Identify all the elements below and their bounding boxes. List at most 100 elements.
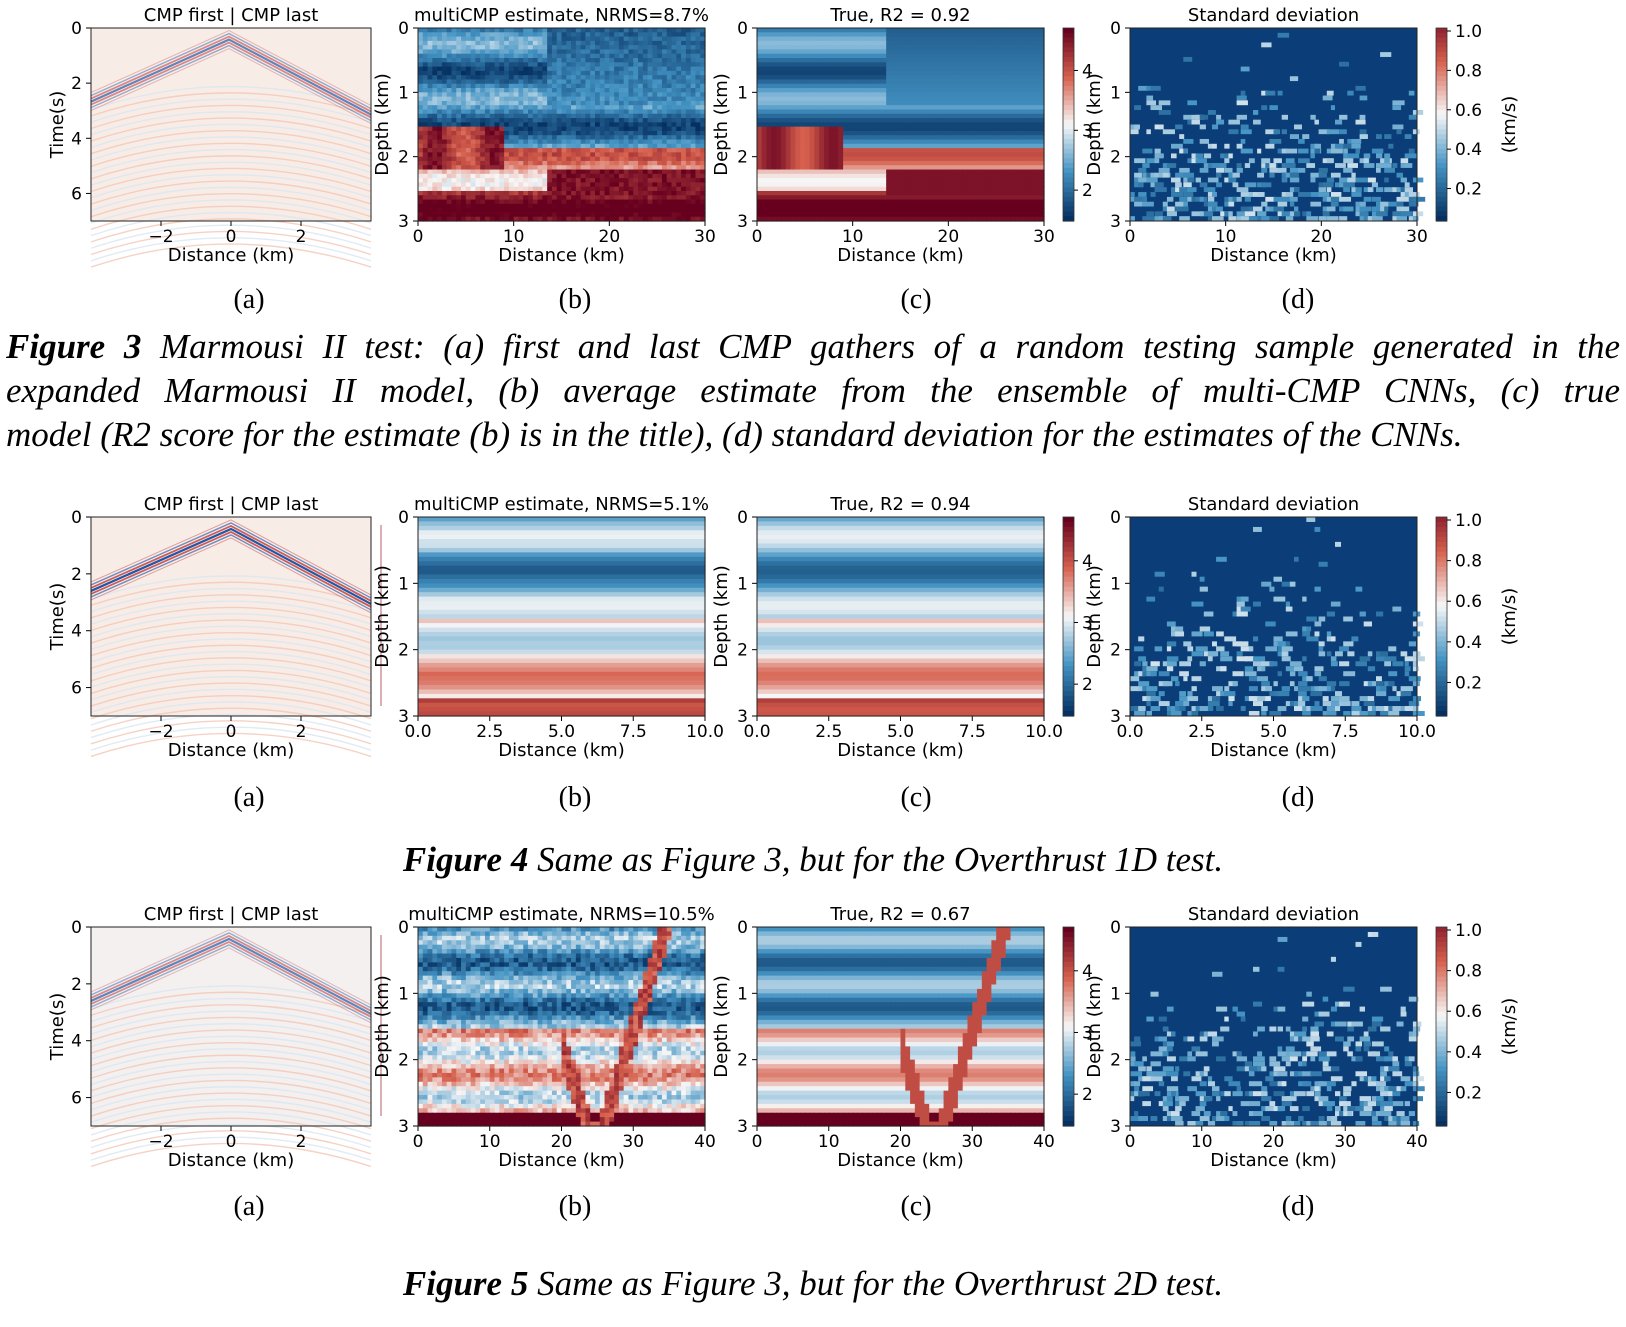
velocity-cell — [900, 139, 906, 145]
velocity-cell — [599, 199, 606, 205]
velocity-cell — [1000, 109, 1007, 115]
velocity-cell — [890, 49, 897, 55]
velocity-cell — [470, 58, 476, 63]
velocity-cell — [1029, 165, 1036, 171]
velocity-cell — [418, 53, 424, 59]
velocity-cell — [418, 40, 424, 46]
velocity-cell — [991, 88, 997, 93]
velocity-cell — [422, 203, 429, 209]
velocity-cell — [494, 92, 500, 98]
velocity-cell — [475, 40, 481, 46]
velocity-cell — [757, 88, 763, 93]
velocity-cell — [852, 53, 859, 59]
velocity-cell — [895, 75, 902, 81]
velocity-cell — [633, 75, 639, 81]
velocity-cell — [681, 49, 687, 55]
velocity-cell — [441, 160, 448, 166]
velocity-cell — [685, 135, 692, 141]
velocity-cell — [580, 182, 587, 188]
velocity-cell — [857, 135, 863, 141]
velocity-cell — [828, 148, 835, 153]
velocity-cell — [566, 83, 572, 89]
velocity-cell — [886, 70, 892, 76]
velocity-cell — [647, 195, 653, 201]
velocity-cell — [910, 40, 916, 46]
velocity-cell — [446, 178, 453, 183]
velocity-cell — [599, 53, 606, 59]
velocity-cell — [766, 28, 772, 33]
velocity-cell — [427, 178, 433, 183]
velocity-cell — [776, 143, 782, 149]
velocity-cell — [518, 96, 524, 102]
velocity-cell — [862, 40, 868, 46]
velocity-cell — [628, 216, 634, 222]
velocity-cell — [823, 45, 830, 51]
velocity-cell — [528, 88, 534, 93]
velocity-cell — [819, 148, 825, 153]
velocity-cell — [1000, 148, 1007, 153]
velocity-cell — [838, 40, 844, 46]
velocity-cell — [761, 100, 768, 106]
velocity-cell — [499, 208, 505, 214]
velocity-cell — [862, 36, 868, 42]
velocity-cell — [996, 143, 1002, 149]
velocity-cell — [695, 169, 701, 175]
velocity-cell — [876, 83, 882, 89]
axes-frame — [417, 27, 706, 222]
velocity-cell — [991, 79, 997, 85]
velocity-cell — [780, 105, 787, 111]
velocity-cell — [991, 148, 997, 153]
velocity-cell — [427, 66, 433, 72]
velocity-cell — [1039, 62, 1045, 68]
velocity-cell — [895, 169, 902, 175]
velocity-cell — [757, 105, 763, 111]
velocity-cell — [618, 212, 625, 218]
velocity-cell — [599, 190, 606, 196]
velocity-cell — [480, 105, 486, 111]
velocity-cell — [843, 109, 849, 115]
velocity-cell — [843, 79, 849, 85]
velocity-cell — [604, 49, 610, 55]
velocity-cell — [628, 96, 634, 102]
velocity-cell — [695, 212, 701, 218]
velocity-cell — [933, 49, 940, 55]
velocity-cell — [465, 152, 472, 158]
velocity-cell — [575, 45, 582, 51]
velocity-cell — [967, 49, 973, 55]
velocity-cell — [556, 45, 563, 51]
velocity-cell — [604, 148, 610, 153]
velocity-cell — [604, 75, 610, 81]
velocity-cell — [996, 70, 1002, 76]
velocity-cell — [685, 58, 692, 63]
velocity-cell — [475, 28, 481, 33]
velocity-cell — [566, 148, 572, 153]
velocity-cell — [676, 62, 682, 68]
velocity-cell — [685, 118, 692, 123]
velocity-cell — [962, 156, 969, 162]
velocity-cell — [422, 130, 429, 136]
velocity-cell — [508, 143, 515, 149]
velocity-cell — [776, 66, 782, 72]
velocity-cell — [785, 75, 792, 81]
velocity-cell — [528, 113, 534, 119]
velocity-cell — [1010, 143, 1016, 149]
velocity-cell — [638, 100, 644, 106]
velocity-cell — [857, 152, 863, 158]
velocity-cell — [422, 186, 429, 192]
velocity-cell — [661, 152, 668, 158]
velocity-cell — [657, 216, 663, 222]
velocity-cell — [804, 178, 811, 183]
velocity-cell — [561, 92, 567, 98]
velocity-cell — [465, 156, 472, 162]
velocity-cell — [919, 88, 926, 93]
velocity-cell — [508, 62, 515, 68]
velocity-cell — [790, 143, 796, 149]
velocity-cell — [761, 66, 768, 72]
velocity-cell — [647, 165, 653, 171]
velocity-cell — [1005, 100, 1012, 106]
velocity-cell — [528, 40, 534, 46]
velocity-cell — [475, 186, 481, 192]
reflection-event — [90, 92, 372, 117]
velocity-cell — [819, 92, 825, 98]
velocity-cell — [914, 165, 921, 171]
